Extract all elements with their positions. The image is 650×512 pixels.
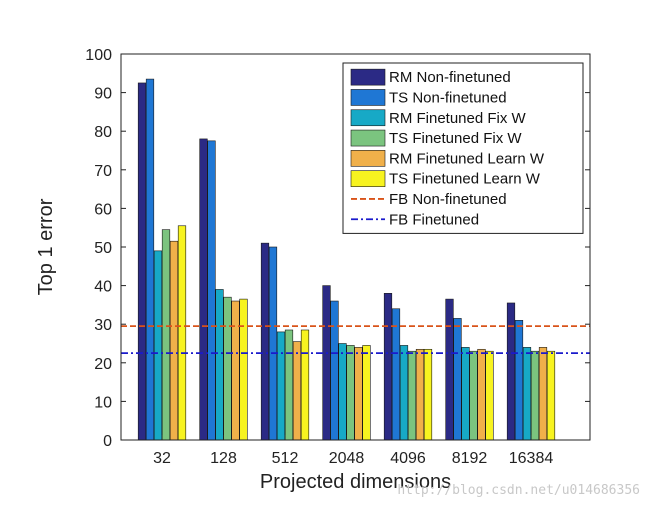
bar-rm-finetuned-fix-w	[276, 331, 286, 441]
y-tick-label: 0	[103, 433, 112, 450]
x-axis-label: Projected dimensions	[260, 471, 451, 493]
bars-group	[137, 78, 556, 441]
bar-ts-finetuned-learn-w	[485, 350, 494, 441]
legend-swatch	[350, 109, 386, 127]
y-tick-label: 90	[94, 86, 112, 103]
bar-rm-finetuned-fix-w	[338, 343, 347, 441]
y-tick-label: 60	[94, 201, 112, 218]
y-axis-ticks: 0 10 20 30 40 50 60 70 80 90 100	[85, 47, 590, 450]
y-axis-label: Top 1 error	[35, 198, 57, 295]
bar-rm-finetuned-fix-w	[153, 250, 163, 441]
bar-rm-finetuned-learn-w	[477, 348, 486, 441]
legend-label: RM Finetuned Fix W	[389, 110, 527, 127]
x-tick-label: 16384	[509, 450, 554, 467]
y-tick-label: 80	[94, 124, 112, 141]
bar-rm-non-finetuned	[445, 298, 454, 441]
bar-ts-finetuned-fix-w	[469, 350, 478, 441]
bar-rm-non-finetuned	[322, 285, 331, 441]
bar-ts-non-finetuned	[330, 300, 339, 441]
legend-swatch	[350, 150, 386, 167]
watermark: http://blog.csdn.net/u014686356	[397, 483, 640, 498]
y-tick-label: 40	[94, 279, 112, 296]
bar-ts-finetuned-learn-w	[300, 329, 310, 441]
bar-ts-finetuned-fix-w	[530, 350, 540, 441]
y-tick-label: 70	[94, 163, 112, 180]
legend-swatch	[350, 89, 386, 106]
bar-ts-non-finetuned	[514, 320, 524, 441]
legend-label: FB Finetuned	[389, 211, 479, 228]
bar-ts-finetuned-fix-w	[407, 350, 417, 441]
bar-rm-non-finetuned	[137, 82, 147, 441]
legend-label: RM Non-finetuned	[389, 69, 511, 86]
bar-ts-finetuned-fix-w	[346, 345, 355, 441]
y-tick-label: 50	[94, 240, 112, 257]
bar-rm-finetuned-learn-w	[231, 300, 240, 441]
bar-ts-non-finetuned	[391, 308, 401, 441]
y-tick-label: 100	[85, 47, 112, 64]
bar-rm-finetuned-fix-w	[215, 289, 224, 441]
bar-rm-finetuned-learn-w	[415, 348, 425, 441]
bar-ts-finetuned-learn-w	[177, 225, 187, 441]
bar-rm-finetuned-fix-w	[399, 345, 409, 441]
bar-ts-finetuned-learn-w	[546, 350, 556, 441]
x-tick-label: 32	[153, 450, 171, 467]
x-axis-ticks: 32 128 512 2048 4096 8192 16384	[153, 435, 553, 467]
legend-label: RM Finetuned Learn W	[389, 150, 545, 167]
bar-rm-non-finetuned	[506, 302, 516, 441]
bar-ts-finetuned-learn-w	[239, 298, 248, 441]
bar-ts-non-finetuned	[453, 318, 462, 441]
reference-lines-group	[121, 325, 590, 355]
bar-ts-finetuned-fix-w	[161, 229, 171, 441]
bar-rm-finetuned-learn-w	[169, 240, 179, 441]
legend-label: TS Finetuned Fix W	[389, 130, 522, 147]
x-tick-label: 2048	[329, 450, 365, 467]
bar-rm-non-finetuned	[383, 293, 393, 441]
bar-rm-finetuned-learn-w	[354, 347, 363, 441]
legend-label: TS Finetuned Learn W	[389, 171, 541, 188]
legend-swatch	[350, 129, 386, 147]
bar-ts-finetuned-learn-w	[423, 348, 433, 441]
y-tick-label: 20	[94, 356, 112, 373]
legend-label: FB Non-finetuned	[389, 191, 507, 208]
legend-label: TS Non-finetuned	[389, 89, 507, 106]
bar-rm-finetuned-learn-w	[292, 341, 302, 441]
legend-swatch	[350, 68, 386, 86]
bar-rm-non-finetuned	[199, 138, 208, 441]
x-tick-label: 4096	[390, 450, 426, 467]
bar-rm-non-finetuned	[260, 242, 270, 441]
x-tick-label: 8192	[452, 450, 488, 467]
bar-ts-non-finetuned	[268, 246, 278, 441]
legend-swatch	[350, 170, 386, 187]
bar-ts-non-finetuned	[145, 78, 155, 441]
bar-ts-finetuned-fix-w	[284, 329, 294, 441]
bar-ts-non-finetuned	[207, 140, 216, 441]
y-tick-label: 30	[94, 317, 112, 334]
x-tick-label: 512	[272, 450, 299, 467]
bar-rm-finetuned-fix-w	[461, 347, 470, 441]
bar-ts-finetuned-fix-w	[223, 296, 232, 441]
bar-rm-finetuned-fix-w	[522, 347, 532, 441]
y-tick-label: 10	[94, 394, 112, 411]
x-tick-label: 128	[210, 450, 237, 467]
legend: RM Non-finetuned TS Non-finetuned RM Finet…	[342, 62, 584, 234]
bar-rm-finetuned-learn-w	[538, 347, 548, 441]
bar-ts-finetuned-learn-w	[362, 345, 371, 441]
